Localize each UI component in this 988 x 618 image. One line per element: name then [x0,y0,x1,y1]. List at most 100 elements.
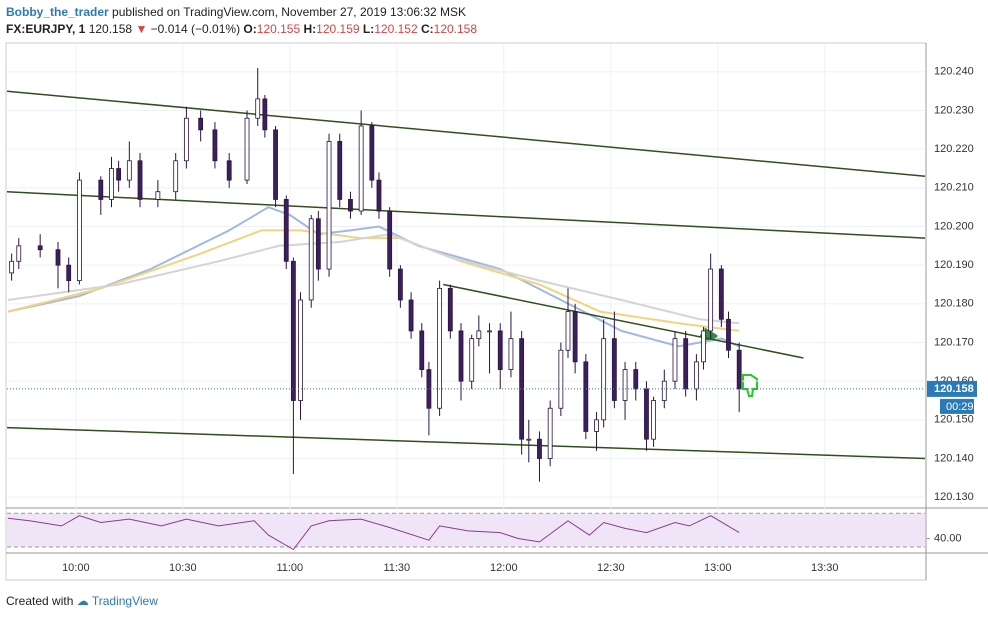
candle-body [651,400,656,440]
candle-body [262,98,268,131]
candle-body [633,369,639,390]
y-tick-label: 120.220 [934,143,974,155]
candle-body [226,160,232,181]
close: 120.158 [433,22,478,36]
symbol: FX:EURJPY, 1 [6,22,86,36]
candle-body [583,361,589,432]
y-tick-label: 120.150 [934,414,974,426]
rsi-line [8,515,740,551]
candle-body [358,125,364,212]
candle-body [98,179,104,200]
x-tick-label: 13:00 [704,562,732,574]
candle-body [183,117,189,162]
candle-body [387,210,393,270]
h-label: H: [303,22,317,36]
candle-body [701,330,706,363]
candle-body [155,191,161,200]
moving-average [7,206,740,348]
candle-body [537,438,542,459]
candle-body [308,218,314,301]
frame [5,42,927,581]
candle-body [508,338,514,370]
candle-body [376,179,382,212]
candle-body [565,311,571,351]
candle-body [109,168,114,200]
candle-body [708,268,714,332]
candle-body [469,338,475,382]
y-tick-label: 120.200 [934,220,974,232]
candle-body [66,264,72,282]
candle-body [76,179,82,282]
candle-body [55,249,61,266]
change: −0.014 (−0.01%) [150,22,241,36]
trend-line [6,90,926,177]
thumbs-down-icon [742,374,758,397]
c-label: C: [420,22,434,36]
y-tick-label: 120.170 [934,336,974,348]
candle-body [558,349,564,409]
price: 120.158 [88,22,133,36]
candle-body [693,361,699,390]
y-tick-label: 120.190 [934,259,974,271]
candle-body [315,218,321,270]
y-tick-label: 120.140 [934,452,974,464]
candle-body [173,160,179,193]
open: 120.155 [256,22,301,36]
candle-body [572,311,578,363]
candle-body [337,141,343,200]
x-tick-label: 10:00 [62,562,90,574]
brand[interactable]: TradingView [91,594,158,608]
candle-body [298,299,303,401]
candle-body [726,318,731,351]
rsi-tick-label: 40.00 [934,532,962,544]
candle-body [348,199,353,212]
candle-body [255,98,261,119]
moving-average [7,233,740,325]
x-tick-label: 12:00 [490,562,518,574]
tradingview-logo: ☁ [76,594,89,608]
x-tick-label: 11:30 [383,562,410,574]
candle-body [397,268,403,301]
trend-line [6,426,926,460]
grid [7,44,925,552]
candle-body [476,330,482,340]
moving-average [7,229,740,332]
candle-body [126,160,132,181]
candle-body [683,338,689,390]
candle-body [526,438,532,441]
high: 120.159 [316,22,360,36]
candle-body [447,287,453,332]
candle-body [369,125,375,181]
l-label: L: [362,22,375,36]
candle-body [326,141,332,270]
countdown-box [940,398,974,414]
trend-line [443,283,804,359]
author[interactable]: Bobby_the_trader [6,5,109,19]
y-tick-label: 120.230 [934,104,974,116]
candle-body [273,129,278,200]
candle-body [644,388,649,440]
x-tick-label: 13:30 [811,562,839,574]
candle-body [198,117,204,131]
header-line-1: Bobby_the_trader published on TradingVie… [6,5,466,19]
footer: Created with ☁ TradingView [6,594,158,608]
y-tick-label: 120.210 [934,182,974,194]
published: published on TradingView.com, November 2… [112,5,467,19]
candle-body [212,129,218,162]
countdown: 00:29 [946,401,974,413]
candle-body [419,330,425,370]
candle-body [601,338,607,421]
candle-body [661,380,667,401]
down-arrow: ▼ [135,22,148,36]
candle-body [244,117,250,181]
candle-body [290,260,296,401]
candle-body [718,268,724,320]
candle-body [611,338,617,401]
y-tick-label: 120.130 [934,491,974,503]
candle-body [497,330,503,370]
y-tick-label: 120.240 [934,66,974,78]
candle-body [283,199,289,262]
candle-body [594,419,599,432]
candle-body [437,287,443,409]
